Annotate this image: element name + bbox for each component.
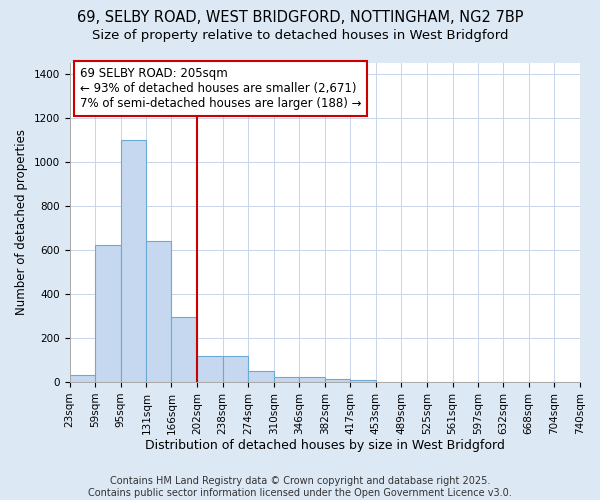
X-axis label: Distribution of detached houses by size in West Bridgford: Distribution of detached houses by size … — [145, 440, 505, 452]
Text: Size of property relative to detached houses in West Bridgford: Size of property relative to detached ho… — [92, 29, 508, 42]
Bar — [70, 376, 95, 382]
Text: 69 SELBY ROAD: 205sqm
← 93% of detached houses are smaller (2,671)
7% of semi-de: 69 SELBY ROAD: 205sqm ← 93% of detached … — [80, 68, 361, 110]
Bar — [197, 356, 223, 382]
Bar — [248, 371, 274, 382]
Y-axis label: Number of detached properties: Number of detached properties — [15, 130, 28, 316]
Bar — [350, 380, 376, 382]
Text: Contains HM Land Registry data © Crown copyright and database right 2025.
Contai: Contains HM Land Registry data © Crown c… — [88, 476, 512, 498]
Bar — [95, 246, 121, 382]
Text: 69, SELBY ROAD, WEST BRIDGFORD, NOTTINGHAM, NG2 7BP: 69, SELBY ROAD, WEST BRIDGFORD, NOTTINGH… — [77, 10, 523, 25]
Bar — [121, 140, 146, 382]
Bar — [274, 376, 299, 382]
Bar — [146, 241, 172, 382]
Bar — [172, 317, 197, 382]
Bar — [325, 379, 350, 382]
Bar — [223, 356, 248, 382]
Bar — [299, 376, 325, 382]
